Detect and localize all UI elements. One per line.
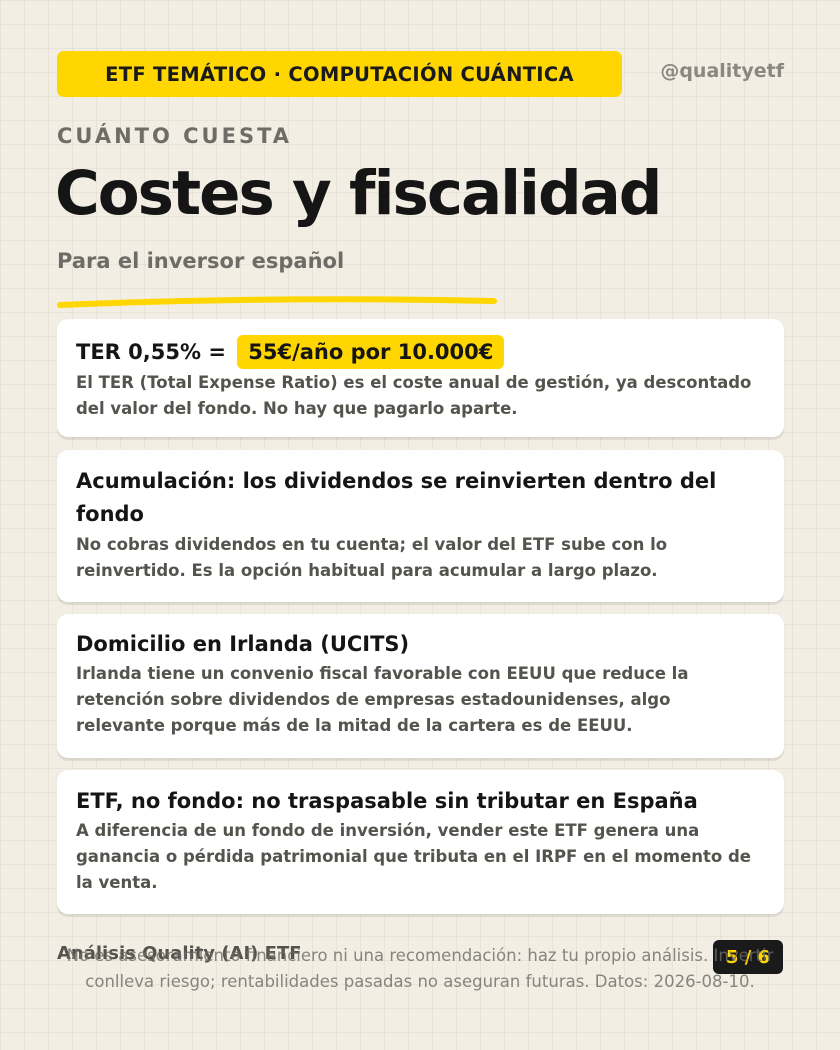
- card-ter-heading: TER 0,55% = 55€/año por 10.000€: [76, 335, 765, 369]
- title-underline-decoration: [57, 296, 497, 308]
- card-accumulation: Acumulación: los dividendos se reinviert…: [57, 450, 784, 602]
- card-ter-highlight: 55€/año por 10.000€: [237, 335, 505, 369]
- disclaimer-text: No es asesoramiento financiero ni una re…: [66, 946, 774, 991]
- section-kicker: CUÁNTO CUESTA: [57, 124, 293, 148]
- page-counter-badge: 5 / 6: [713, 940, 783, 974]
- card-ter-body: El TER (Total Expense Ratio) es el coste…: [76, 373, 752, 418]
- card-domicile-heading: Domicilio en Irlanda (UCITS): [76, 632, 410, 656]
- card-ter-heading-prefix: TER 0,55% =: [76, 340, 226, 364]
- topic-tag: ETF TEMÁTICO · COMPUTACIÓN CUÁNTICA: [57, 51, 622, 97]
- card-domicile-body: Irlanda tiene un convenio fiscal favorab…: [76, 664, 689, 735]
- card-taxation-body: A diferencia de un fondo de inversión, v…: [76, 821, 751, 892]
- page-title: Costes y fiscalidad: [55, 158, 662, 229]
- brand-name: Análisis Quality (AI) ETF: [57, 943, 302, 964]
- card-ter: TER 0,55% = 55€/año por 10.000€ El TER (…: [57, 319, 784, 437]
- card-domicile: Domicilio en Irlanda (UCITS) Irlanda tie…: [57, 614, 784, 758]
- card-taxation: ETF, no fondo: no traspasable sin tribut…: [57, 770, 784, 914]
- card-taxation-heading: ETF, no fondo: no traspasable sin tribut…: [76, 789, 698, 813]
- card-accumulation-body: No cobras dividendos en tu cuenta; el va…: [76, 535, 668, 580]
- account-handle: @qualityetf: [660, 60, 784, 82]
- page-subtitle: Para el inversor español: [57, 249, 345, 273]
- card-accumulation-heading: Acumulación: los dividendos se reinviert…: [76, 469, 717, 526]
